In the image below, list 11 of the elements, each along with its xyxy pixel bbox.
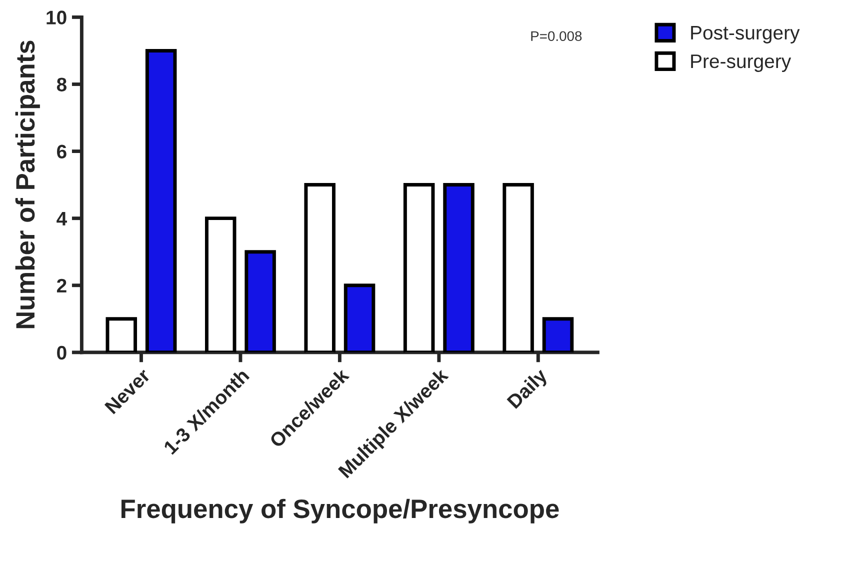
y-tick-label: 6 xyxy=(57,144,66,159)
y-tick-label: 10 xyxy=(46,10,66,24)
legend-label: Post-surgery xyxy=(691,26,800,44)
annotation: P=0.008 xyxy=(531,31,582,42)
x-axis-title: Frequency of Syncope/Presyncope xyxy=(122,498,559,524)
legend-label: Pre-surgery xyxy=(691,54,792,72)
y-tick-label: 8 xyxy=(56,78,67,92)
y-axis-title: Number of Participants xyxy=(15,40,40,328)
y-tick-label: 2 xyxy=(56,278,66,292)
y-tick-label: 4 xyxy=(56,212,68,226)
y-tick-label: 0 xyxy=(57,346,66,360)
